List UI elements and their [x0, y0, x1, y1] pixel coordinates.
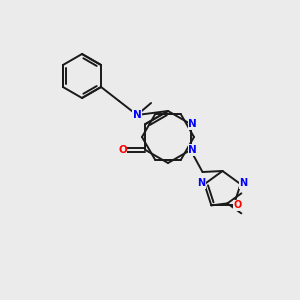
Text: N: N [188, 145, 197, 155]
Text: N: N [188, 119, 197, 129]
Text: N: N [239, 178, 247, 188]
Text: N: N [133, 110, 141, 120]
Text: O: O [234, 200, 242, 210]
Text: N: N [197, 178, 206, 188]
Text: O: O [118, 145, 127, 155]
